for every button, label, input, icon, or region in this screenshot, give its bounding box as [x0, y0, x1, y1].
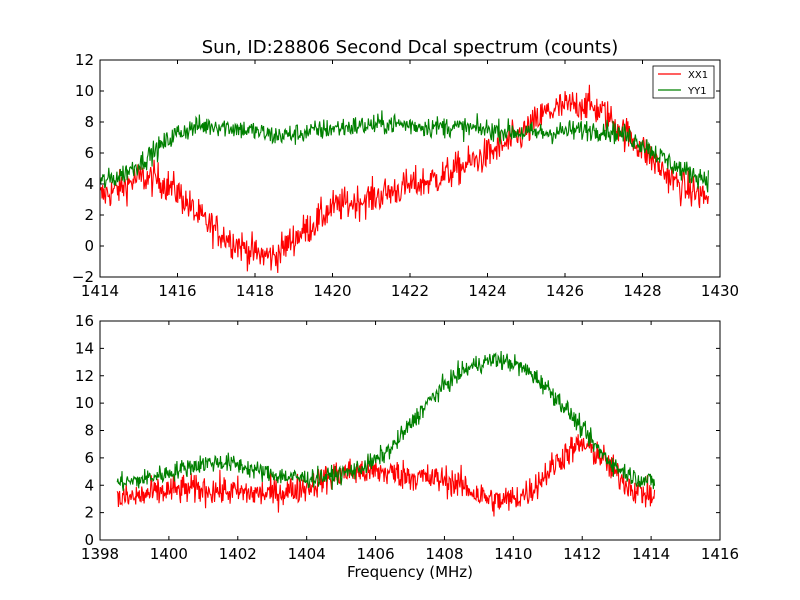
y-tick-label: 14 [75, 339, 94, 357]
x-axis-label: Frequency (MHz) [347, 563, 473, 581]
y-tick-label: 0 [84, 531, 94, 549]
bottom-plot-area [100, 321, 720, 540]
top-plot-area [100, 60, 720, 277]
bottom-axes: 1398 1400 1402 1404 1406 1408 1410 1412 1414 1416… [75, 312, 739, 563]
x-tick-label: 1420 [313, 282, 351, 300]
y-tick-label: 6 [84, 144, 94, 162]
x-tick-label: 1424 [468, 282, 506, 300]
y-tick-label: 10 [75, 82, 94, 100]
top-ticks: 1414 1416 1418 1420 1422 1424 1426 1428 1430 −2 0 2… [72, 51, 739, 300]
y-tick-label: 2 [84, 206, 94, 224]
x-tick-label: 1428 [623, 282, 661, 300]
bottom-series-lines [116, 351, 656, 517]
x-tick-label: 1408 [425, 545, 463, 563]
x-tick-label: 1406 [356, 545, 394, 563]
series-line-yy1 [100, 110, 709, 193]
x-tick-label: 1402 [219, 545, 257, 563]
legend-label-xx1: XX1 [688, 70, 708, 81]
x-tick-label: 1422 [391, 282, 429, 300]
y-tick-label: 12 [75, 51, 94, 69]
legend-box [652, 65, 715, 99]
y-tick-label: 12 [75, 367, 94, 385]
y-tick-label: 0 [84, 237, 94, 255]
y-tick-label: −2 [72, 268, 94, 286]
y-tick-label: 16 [75, 312, 94, 330]
y-tick-label: 6 [84, 449, 94, 467]
x-tick-label: 1414 [632, 545, 670, 563]
x-tick-label: 1430 [701, 282, 739, 300]
x-tick-label: 1404 [288, 545, 326, 563]
y-tick-label: 8 [84, 422, 94, 440]
chart-title: Sun, ID:28806 Second Dcal spectrum (coun… [202, 37, 618, 58]
y-tick-label: 4 [84, 175, 94, 193]
y-tick-label: 2 [84, 504, 94, 522]
x-tick-label: 1410 [494, 545, 532, 563]
top-axes: 1414 1416 1418 1420 1422 1424 1426 1428 1430 −2 0 2… [72, 51, 739, 300]
top-axes-frame [99, 59, 721, 278]
x-tick-label: 1418 [236, 282, 274, 300]
legend: XX1 YY1 [652, 65, 715, 99]
x-tick-label: 1416 [701, 545, 739, 563]
series-line-yy1 [116, 351, 656, 492]
top-series-lines [100, 84, 709, 273]
bottom-axes-frame [99, 320, 721, 541]
y-tick-label: 8 [84, 113, 94, 131]
bottom-ticks: 1398 1400 1402 1404 1406 1408 1410 1412 1414 1416… [75, 312, 739, 563]
x-tick-label: 1398 [81, 545, 119, 563]
x-tick-label: 1414 [81, 282, 119, 300]
x-tick-label: 1400 [150, 545, 188, 563]
series-line-xx1 [116, 432, 656, 517]
y-tick-label: 4 [84, 476, 94, 494]
x-tick-label: 1416 [158, 282, 196, 300]
y-tick-label: 10 [75, 394, 94, 412]
x-tick-label: 1426 [546, 282, 584, 300]
legend-label-yy1: YY1 [687, 86, 707, 97]
x-tick-label: 1412 [563, 545, 601, 563]
